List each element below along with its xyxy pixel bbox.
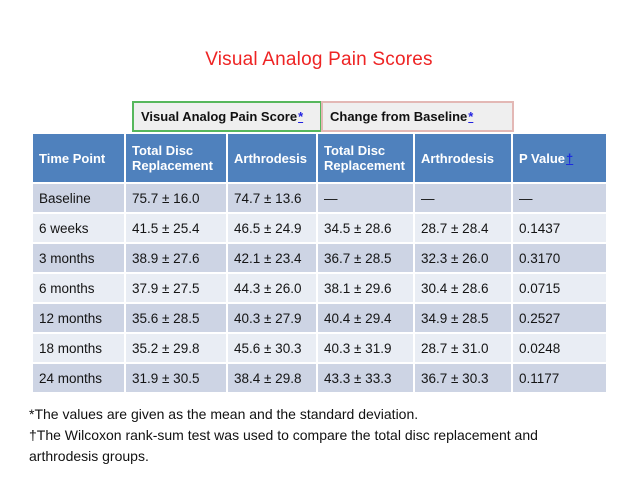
table-row: 6 months 37.9 ± 27.5 44.3 ± 26.0 38.1 ± 29.… [33,274,606,302]
table-cell: — [513,184,606,212]
table-cell: 28.7 ± 28.4 [415,214,511,242]
table-cell: 30.4 ± 28.6 [415,274,511,302]
group-header-band: Visual Analog Pain Score * Change from Ba… [132,101,514,132]
table-cell: 38.9 ± 27.6 [126,244,226,272]
table-cell: 32.3 ± 26.0 [415,244,511,272]
table-cell: 37.9 ± 27.5 [126,274,226,302]
footnote-mean-sd: *The values are given as the mean and th… [29,406,419,422]
table-cell: 40.3 ± 27.9 [228,304,316,332]
row-label: Baseline [33,184,124,212]
table-cell: 40.4 ± 29.4 [318,304,413,332]
table-cell: 40.3 ± 31.9 [318,334,413,362]
group-header-change-label: Change from Baseline [330,109,468,124]
table-cell: 0.2527 [513,304,606,332]
table-cell: 0.1437 [513,214,606,242]
table-cell: 28.7 ± 31.0 [415,334,511,362]
group-header-vas: Visual Analog Pain Score * [132,101,322,132]
row-label: 12 months [33,304,124,332]
table-cell: 34.5 ± 28.6 [318,214,413,242]
table-cell: 0.0248 [513,334,606,362]
table-cell: 41.5 ± 25.4 [126,214,226,242]
column-header-3: Total Disc Replacement [318,134,413,182]
table-row: 18 months 35.2 ± 29.8 45.6 ± 30.3 40.3 ± 31… [33,334,606,362]
table-cell: 75.7 ± 16.0 [126,184,226,212]
table-cell: 45.6 ± 30.3 [228,334,316,362]
page-title: Visual Analog Pain Scores [205,49,433,70]
group-header-change: Change from Baseline * [321,101,514,132]
table-cell: 46.5 ± 24.9 [228,214,316,242]
table-cell: 36.7 ± 30.3 [415,364,511,392]
table-row: Baseline 75.7 ± 16.0 74.7 ± 13.6— — — [33,184,606,212]
table-row: 12 months 35.6 ± 28.5 40.3 ± 27.9 40.4 ± 29… [33,304,606,332]
footnote-wilcoxon: †The Wilcoxon rank-sum test was used to … [29,427,538,464]
footnote-asterisk-link[interactable]: * [468,109,474,124]
footnote-dagger-link[interactable]: † [566,150,574,166]
column-header-4: Arthrodesis [415,134,511,182]
group-header-vas-label: Visual Analog Pain Score [141,109,298,124]
row-label: 24 months [33,364,124,392]
column-header-1: Total Disc Replacement [126,134,226,182]
column-header-5: P Value† [513,134,606,182]
table-cell: — [415,184,511,212]
column-header-0: Time Point [33,134,124,182]
pain-scores-table: Time Point Total Disc Replacement Arthrode… [31,132,608,394]
table-cell: — [318,184,413,212]
table-cell: 38.1 ± 29.6 [318,274,413,302]
table-cell: 43.3 ± 33.3 [318,364,413,392]
table-cell: 0.3170 [513,244,606,272]
row-label: 6 months [33,274,124,302]
table-row: 3 months 38.9 ± 27.6 42.1 ± 23.4 36.7 ± 28.… [33,244,606,272]
table-cell: 34.9 ± 28.5 [415,304,511,332]
table-body: Baseline 75.7 ± 16.0 74.7 ± 13.6— — —6 weeks… [33,184,606,392]
table-cell: 74.7 ± 13.6 [228,184,316,212]
table-cell: 38.4 ± 29.8 [228,364,316,392]
row-label: 18 months [33,334,124,362]
row-label: 3 months [33,244,124,272]
footnotes: *The values are given as the mean and th… [29,404,605,467]
table-cell: 0.1177 [513,364,606,392]
table-cell: 0.0715 [513,274,606,302]
table-header-row: Time Point Total Disc Replacement Arthrode… [33,134,606,182]
row-label: 6 weeks [33,214,124,242]
table-row: 6 weeks 41.5 ± 25.4 46.5 ± 24.9 34.5 ± 28.6… [33,214,606,242]
table-cell: 44.3 ± 26.0 [228,274,316,302]
table-row: 24 months 31.9 ± 30.5 38.4 ± 29.8 43.3 ± 33… [33,364,606,392]
column-header-2: Arthrodesis [228,134,316,182]
table-cell: 35.2 ± 29.8 [126,334,226,362]
table-cell: 31.9 ± 30.5 [126,364,226,392]
table-cell: 35.6 ± 28.5 [126,304,226,332]
table-cell: 36.7 ± 28.5 [318,244,413,272]
table-cell: 42.1 ± 23.4 [228,244,316,272]
footnote-asterisk-link[interactable]: * [298,109,304,124]
